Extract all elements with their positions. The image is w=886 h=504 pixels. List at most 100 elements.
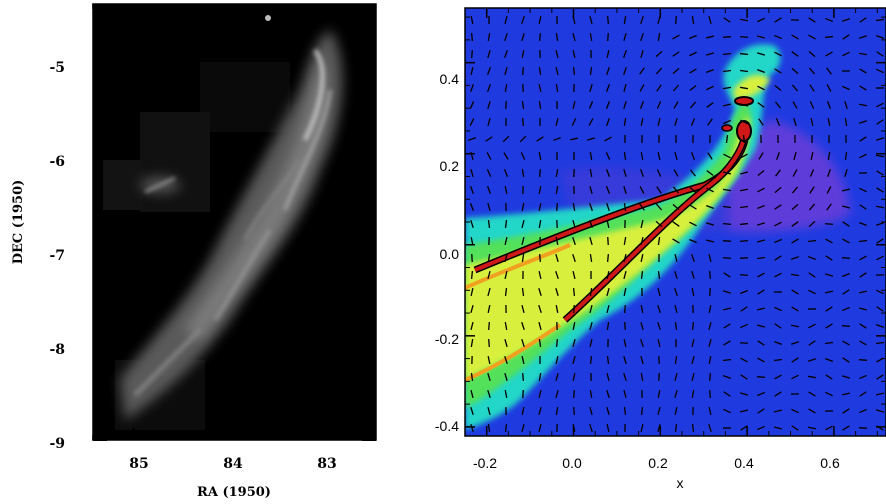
velocity-vector: [504, 66, 508, 76]
velocity-vector: [606, 423, 610, 433]
velocity-vector: [875, 409, 885, 413]
velocity-vector: [739, 52, 749, 56]
velocity-vector: [875, 222, 885, 226]
velocity-vector: [672, 186, 680, 194]
velocity-vector: [858, 359, 868, 361]
velocity-vector: [825, 238, 833, 244]
velocity-vector: [657, 423, 661, 433]
velocity-vector: [555, 117, 559, 127]
velocity-vector: [876, 323, 884, 329]
velocity-vector: [521, 321, 525, 331]
velocity-vector: [504, 236, 508, 246]
right-xtick-label: 0.2: [648, 455, 668, 471]
velocity-vector: [471, 49, 473, 59]
velocity-vector: [504, 287, 508, 297]
velocity-vector: [623, 253, 627, 263]
velocity-vector: [555, 287, 559, 297]
velocity-vector: [538, 372, 542, 382]
velocity-vector: [536, 136, 544, 142]
velocity-vector: [875, 392, 885, 396]
velocity-vector: [588, 118, 594, 126]
velocity-vector: [606, 355, 610, 365]
velocity-vector: [758, 118, 764, 126]
velocity-vector: [487, 270, 491, 280]
velocity-vector: [691, 321, 695, 331]
velocity-vector: [758, 152, 764, 160]
velocity-vector: [859, 374, 867, 380]
velocity-vector: [657, 338, 661, 348]
velocity-vector: [858, 239, 868, 243]
velocity-vector: [859, 35, 867, 39]
velocity-vector: [471, 32, 473, 42]
velocity-vector: [791, 51, 799, 57]
velocity-vector: [589, 338, 593, 348]
velocity-vector: [739, 274, 749, 276]
velocity-vector: [521, 49, 525, 59]
velocity-vector: [674, 355, 678, 365]
velocity-vector: [521, 406, 525, 416]
velocity-vector: [655, 50, 663, 58]
velocity-vector: [691, 287, 695, 297]
velocity-vector: [808, 289, 816, 295]
velocity-vector: [672, 67, 680, 75]
velocity-vector: [555, 389, 559, 399]
velocity-vector: [791, 84, 799, 92]
velocity-vector: [504, 185, 508, 195]
velocity-vector: [572, 219, 576, 229]
velocity-vector: [708, 253, 712, 263]
velocity-vector: [808, 323, 816, 329]
velocity-vector: [572, 202, 576, 212]
velocity-vector: [623, 406, 627, 416]
velocity-vector: [672, 51, 680, 57]
velocity-vector: [589, 203, 593, 211]
velocity-vector: [521, 219, 525, 229]
velocity-vector: [808, 256, 816, 260]
right-ytick-label: -0.2: [435, 331, 459, 347]
velocity-vector: [586, 137, 596, 141]
velocity-vector: [674, 406, 678, 416]
left-xaxis-label: RA (1950): [197, 485, 271, 500]
velocity-vector: [808, 50, 816, 58]
velocity-vector: [708, 15, 712, 25]
velocity-vector: [469, 118, 475, 126]
velocity-vector: [640, 151, 644, 161]
left-ytick-label: -6: [49, 154, 65, 170]
velocity-vector: [807, 426, 817, 430]
velocity-vector: [555, 83, 559, 93]
velocity-vector: [876, 68, 884, 74]
velocity-vector: [538, 83, 542, 93]
velocity-vector: [504, 423, 508, 433]
velocity-vector: [756, 52, 766, 56]
velocity-vector: [589, 389, 593, 399]
velocity-vector: [470, 372, 474, 382]
velocity-vector: [705, 239, 715, 243]
left-ytick-label: -5: [49, 60, 65, 76]
velocity-vector: [739, 239, 749, 243]
right-xaxis-label: x: [677, 475, 684, 491]
velocity-vector: [606, 389, 610, 399]
velocity-vector: [521, 202, 525, 212]
velocity-vector: [487, 389, 491, 399]
velocity-vector: [487, 219, 491, 229]
velocity-vector: [757, 187, 765, 193]
right-xtick-label: -0.2: [473, 455, 497, 471]
velocity-vector: [842, 221, 850, 227]
velocity-vector: [808, 272, 816, 278]
velocity-vector: [827, 117, 831, 127]
velocity-vector: [569, 137, 579, 141]
velocity-vector: [640, 15, 644, 25]
velocity-vector: [640, 270, 644, 280]
velocity-vector: [487, 355, 491, 365]
velocity-vector: [522, 83, 524, 93]
velocity-vector: [623, 338, 627, 348]
velocity-vector: [825, 425, 833, 431]
density-heatmap: [465, 8, 886, 436]
velocity-vector: [604, 136, 612, 142]
velocity-vector: [538, 202, 542, 212]
velocity-vector: [589, 168, 593, 178]
velocity-vector: [504, 219, 508, 229]
velocity-vector: [555, 236, 559, 246]
velocity-vector: [790, 324, 800, 328]
velocity-vector: [773, 409, 783, 413]
